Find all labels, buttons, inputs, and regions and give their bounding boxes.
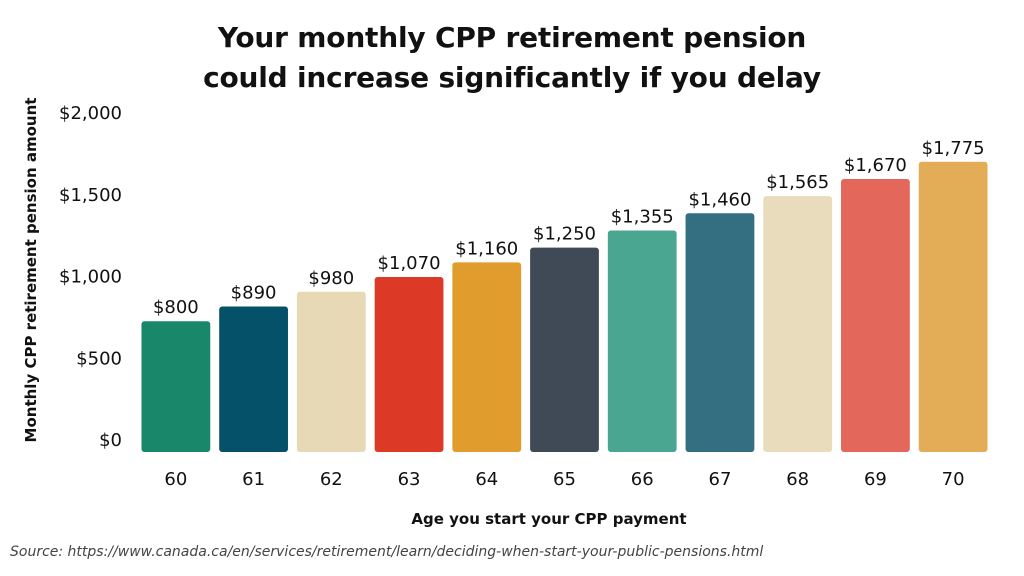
source-note: Source: https://www.canada.ca/en/service… xyxy=(10,544,764,560)
value-label-61: $890 xyxy=(231,282,277,303)
y-tick-label-0: $0 xyxy=(99,430,122,451)
x-tick-labels-group: 60 61 62 63 64 65 66 67 68 69 70 xyxy=(164,469,964,490)
value-label-62: $980 xyxy=(308,268,354,289)
y-tick-label-1000: $1,000 xyxy=(59,267,122,288)
bar-age-66 xyxy=(607,230,677,452)
y-tick-label-500: $500 xyxy=(76,348,122,369)
x-tick-label-69: 69 xyxy=(864,469,887,490)
value-labels-group: $800 $890 $980 $1,070 $1,160 $1,250 $1,355 $1,4… xyxy=(153,138,985,318)
value-label-64: $1,160 xyxy=(455,238,518,259)
value-label-66: $1,355 xyxy=(611,206,674,227)
bar-age-68 xyxy=(763,196,833,452)
bar-age-65 xyxy=(530,247,599,452)
x-tick-label-61: 61 xyxy=(242,469,265,490)
y-tick-label-2000: $2,000 xyxy=(59,103,122,124)
x-tick-label-70: 70 xyxy=(942,469,965,490)
value-label-67: $1,460 xyxy=(688,189,751,210)
value-label-70: $1,775 xyxy=(922,138,985,159)
x-tick-label-65: 65 xyxy=(553,469,576,490)
value-label-68: $1,565 xyxy=(766,172,829,193)
x-tick-label-68: 68 xyxy=(786,469,809,490)
y-tick-label-1500: $1,500 xyxy=(59,185,122,206)
x-tick-label-63: 63 xyxy=(398,469,421,490)
value-label-63: $1,070 xyxy=(378,253,441,274)
value-label-69: $1,670 xyxy=(844,155,907,176)
chart-title: Your monthly CPP retirement pension coul… xyxy=(0,18,1024,98)
value-label-65: $1,250 xyxy=(533,224,596,245)
bar-age-62 xyxy=(296,291,366,452)
x-tick-label-64: 64 xyxy=(475,469,498,490)
value-label-60: $800 xyxy=(153,297,199,318)
y-axis-label: Monthly CPP retirement pension amount xyxy=(22,98,40,443)
chart-title-line-1: Your monthly CPP retirement pension xyxy=(217,21,807,54)
x-tick-label-62: 62 xyxy=(320,469,343,490)
x-tick-label-67: 67 xyxy=(709,469,732,490)
bar-age-67 xyxy=(685,213,755,452)
x-axis-label: Age you start your CPP payment xyxy=(411,510,686,528)
bar-age-63 xyxy=(374,277,444,452)
x-tick-label-66: 66 xyxy=(631,469,654,490)
bar-age-61 xyxy=(219,306,288,452)
bar-age-70 xyxy=(918,161,988,452)
y-tick-labels-group: $0 $500 $1,000 $1,500 $2,000 xyxy=(59,103,122,451)
bar-age-69 xyxy=(841,178,910,452)
bar-age-64 xyxy=(452,262,522,452)
bars-group xyxy=(141,161,988,452)
bar-age-60 xyxy=(141,321,211,452)
chart-title-line-2: could increase significantly if you dela… xyxy=(203,61,821,94)
x-tick-label-60: 60 xyxy=(164,469,187,490)
